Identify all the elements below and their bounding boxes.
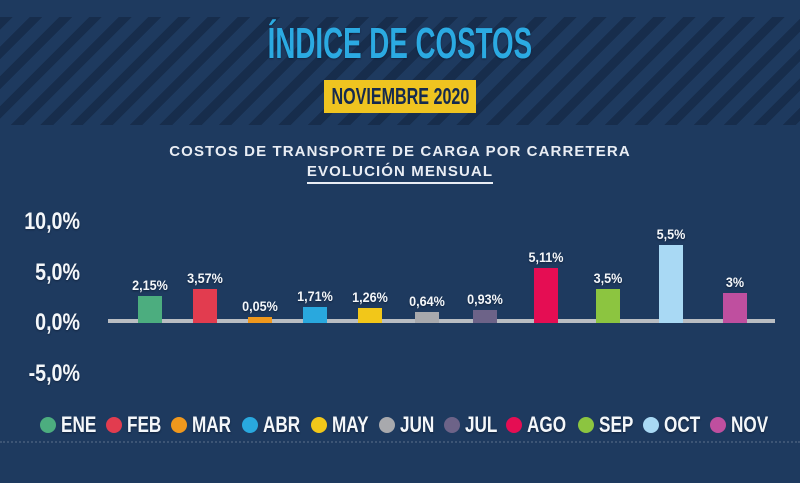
legend-label-jun: JUN [399, 412, 435, 437]
legend-item-sep: SEP [577, 412, 643, 438]
legend-label-nov: NOV [731, 412, 769, 437]
chart-subtitle-line1: COSTOS DE TRANSPORTE DE CARGA POR CARRET… [169, 143, 631, 160]
legend-dot-nov-icon [710, 417, 727, 433]
legend-item-jun: JUN [378, 412, 444, 438]
bar-jul [473, 310, 497, 323]
legend-item-oct: OCT [642, 412, 710, 438]
legend-item-nov: NOV [710, 412, 779, 438]
chart-subtitle-line2: EVOLUCIÓN MENSUAL [0, 163, 800, 184]
legend-item-feb: FEB [106, 412, 171, 438]
bar-value-label-mar: 0,05% [242, 298, 278, 314]
legend-label-sep: SEP [598, 412, 633, 437]
page-title: ÍNDICE DE COSTOS [0, 20, 800, 68]
legend-dot-mar-icon [171, 417, 188, 433]
bar-nov [723, 293, 747, 323]
legend-item-mar: MAR [171, 412, 242, 438]
bar-feb [193, 289, 217, 323]
legend-item-may: MAY [311, 412, 379, 438]
legend-label-abr: ABR [263, 412, 301, 437]
bottom-separator-line [0, 441, 800, 443]
bar-sep [596, 289, 620, 323]
y-axis-label-0: 0,0% [35, 309, 80, 336]
legend-dot-may-icon [311, 417, 328, 433]
bar-value-label-nov: 3% [725, 274, 745, 290]
bar-value-label-ene: 2,15% [132, 277, 168, 293]
legend-label-ene: ENE [61, 412, 97, 437]
legend-dot-jun-icon [378, 417, 395, 433]
legend-label-mar: MAR [192, 412, 232, 437]
legend-dot-sep-icon [577, 417, 594, 433]
legend: ENE FEB MAR ABR MAY JUN JUL AGO SEP OCT NOV [40, 412, 779, 438]
legend-label-may: MAY [332, 412, 369, 437]
legend-dot-oct-icon [642, 417, 659, 433]
bar-value-label-sep: 3,5% [593, 270, 623, 286]
y-axis-label-10: 10,0% [24, 208, 80, 235]
period-badge: NOVIEMBRE 2020 [324, 80, 476, 113]
page-title-text: ÍNDICE DE COSTOS [267, 19, 533, 68]
bar-ene [138, 296, 162, 323]
legend-label-ago: AGO [527, 412, 567, 437]
legend-dot-ene-icon [40, 417, 56, 433]
legend-dot-ago-icon [506, 417, 523, 433]
legend-label-oct: OCT [663, 412, 700, 437]
y-axis-label-5: 5,0% [35, 258, 80, 286]
legend-label-feb: FEB [127, 412, 162, 437]
bar-value-label-feb: 3,57% [187, 270, 223, 286]
bar-value-label-jul: 0,93% [467, 291, 503, 307]
legend-item-jul: JUL [443, 412, 507, 438]
bar-value-label-jun: 0,64% [409, 293, 445, 309]
bar-value-label-ago: 5,11% [528, 249, 564, 265]
legend-item-ago: AGO [506, 412, 577, 438]
bar-may [358, 308, 382, 323]
bar-value-label-oct: 5,5% [656, 226, 686, 242]
x-axis-baseline [108, 319, 775, 323]
legend-dot-jul-icon [443, 417, 460, 433]
bar-abr [303, 307, 327, 323]
bar-value-label-abr: 1,71% [297, 288, 333, 304]
legend-item-ene: ENE [40, 412, 106, 438]
legend-label-jul: JUL [464, 412, 498, 437]
bar-ago [534, 268, 558, 323]
legend-dot-feb-icon [106, 417, 123, 433]
legend-item-abr: ABR [242, 412, 311, 438]
bar-mar [248, 317, 272, 323]
bar-jun [415, 312, 439, 323]
legend-dot-abr-icon [242, 417, 259, 433]
period-badge-text: NOVIEMBRE 2020 [331, 83, 469, 109]
bar-value-label-may: 1,26% [352, 289, 388, 305]
bar-oct [659, 245, 683, 323]
y-axis-label--5: -5,0% [28, 359, 80, 387]
